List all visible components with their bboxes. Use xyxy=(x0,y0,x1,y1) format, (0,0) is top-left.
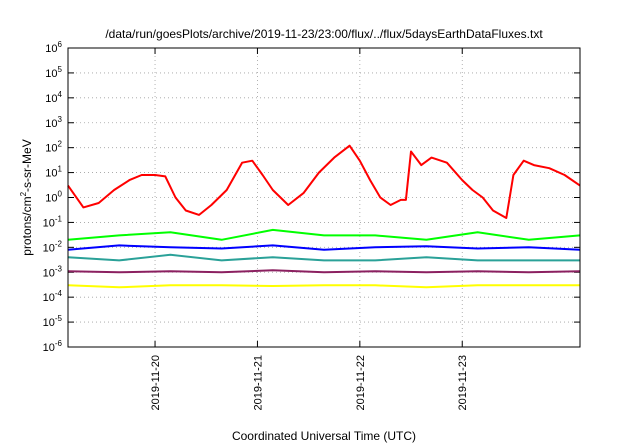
y-tick-label: 10-3 xyxy=(43,264,63,279)
grid-lines xyxy=(68,47,580,348)
series-line xyxy=(67,284,580,289)
x-tick-label: 2019-11-21 xyxy=(252,355,264,410)
y-tick-label: 10-5 xyxy=(43,314,63,329)
y-tick-label: 102 xyxy=(45,140,62,155)
y-tick-label: 101 xyxy=(45,165,62,180)
x-tick-label: 2019-11-20 xyxy=(150,355,162,410)
x-tick-label: 2019-11-22 xyxy=(355,355,367,410)
y-tick-label: 106 xyxy=(45,40,62,55)
y-tick-label: 103 xyxy=(45,115,62,130)
series-line xyxy=(67,269,581,274)
x-tick-labels: 2019-11-20 2019-11-21 2019-11-22 2019-11-23 xyxy=(150,355,469,410)
y-tick-labels: 10-6 10-5 10-4 10-3 10-2 10-1 100 101 102 103 104 1… xyxy=(43,40,63,354)
series-line xyxy=(67,244,581,251)
y-tick-label: 104 xyxy=(45,90,62,105)
series-line xyxy=(67,253,580,262)
y-axis-label: protons/cm2-s-sr-MeV xyxy=(19,139,34,255)
series-line xyxy=(67,144,581,219)
y-tick-label: 105 xyxy=(45,65,62,80)
series-group xyxy=(67,144,581,289)
series-line xyxy=(67,228,581,241)
y-tick-label: 100 xyxy=(45,190,62,205)
y-tick-label: 10-6 xyxy=(43,339,63,354)
chart-title: /data/run/goesPlots/archive/2019-11-23/2… xyxy=(105,27,543,41)
y-tick-label: 10-4 xyxy=(43,289,63,304)
x-tick-label: 2019-11-23 xyxy=(457,355,469,410)
y-tick-label: 10-2 xyxy=(43,239,63,254)
y-tick-label: 10-1 xyxy=(43,214,63,229)
plot-frame xyxy=(67,47,581,348)
x-axis-label: Coordinated Universal Time (UTC) xyxy=(232,429,416,443)
